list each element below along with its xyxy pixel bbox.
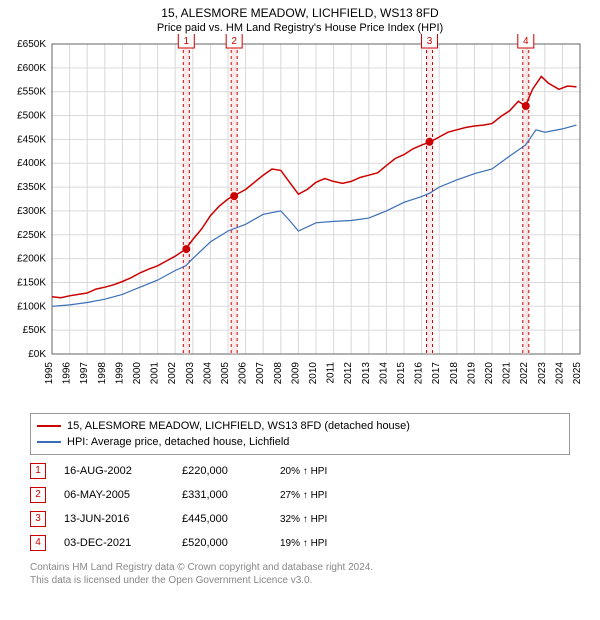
sale-date: 03-DEC-2021 [64, 537, 164, 549]
sale-delta: 19% ↑ HPI [280, 538, 327, 549]
svg-text:2002: 2002 [167, 362, 178, 385]
svg-text:1: 1 [184, 36, 190, 47]
svg-text:£300K: £300K [17, 206, 46, 217]
credit-text: Contains HM Land Registry data © Crown c… [30, 561, 570, 587]
svg-text:£400K: £400K [17, 158, 46, 169]
svg-text:2001: 2001 [150, 362, 161, 385]
sale-date: 13-JUN-2016 [64, 513, 164, 525]
sale-row: 4 03-DEC-2021 £520,000 19% ↑ HPI [30, 531, 570, 555]
sale-delta: 20% ↑ HPI [280, 466, 327, 477]
legend-swatch [37, 425, 61, 427]
svg-text:2023: 2023 [537, 362, 548, 385]
credit-line: This data is licensed under the Open Gov… [30, 574, 570, 587]
sale-delta: 27% ↑ HPI [280, 490, 327, 501]
legend-label: 15, ALESMORE MEADOW, LICHFIELD, WS13 8FD… [67, 418, 410, 434]
legend-item: HPI: Average price, detached house, Lich… [37, 434, 563, 450]
svg-text:2014: 2014 [378, 362, 389, 385]
svg-text:£50K: £50K [23, 325, 47, 336]
svg-text:2005: 2005 [220, 362, 231, 385]
svg-text:£500K: £500K [17, 111, 46, 122]
svg-text:1995: 1995 [44, 362, 55, 385]
svg-text:£0K: £0K [28, 349, 46, 360]
chart-subtitle: Price paid vs. HM Land Registry's House … [0, 20, 600, 34]
svg-text:£450K: £450K [17, 134, 46, 145]
sale-date: 06-MAY-2005 [64, 489, 164, 501]
sale-marker-box: 4 [30, 535, 46, 551]
sale-marker-box: 3 [30, 511, 46, 527]
legend-item: 15, ALESMORE MEADOW, LICHFIELD, WS13 8FD… [37, 418, 563, 434]
svg-text:£150K: £150K [17, 277, 46, 288]
svg-text:£650K: £650K [17, 39, 46, 50]
svg-text:2020: 2020 [484, 362, 495, 385]
svg-text:2016: 2016 [414, 362, 425, 385]
svg-text:£250K: £250K [17, 230, 46, 241]
svg-text:2019: 2019 [466, 362, 477, 385]
sale-delta: 32% ↑ HPI [280, 514, 327, 525]
sale-price: £520,000 [182, 537, 262, 549]
svg-text:£550K: £550K [17, 87, 46, 98]
legend: 15, ALESMORE MEADOW, LICHFIELD, WS13 8FD… [30, 413, 570, 455]
legend-label: HPI: Average price, detached house, Lich… [67, 434, 289, 450]
svg-text:2012: 2012 [343, 362, 354, 385]
sale-row: 2 06-MAY-2005 £331,000 27% ↑ HPI [30, 483, 570, 507]
credit-line: Contains HM Land Registry data © Crown c… [30, 561, 570, 574]
svg-text:2011: 2011 [326, 362, 337, 384]
svg-text:4: 4 [523, 36, 529, 47]
svg-text:1998: 1998 [97, 362, 108, 385]
svg-text:2018: 2018 [449, 362, 460, 385]
svg-text:2025: 2025 [572, 362, 583, 385]
svg-text:2004: 2004 [202, 362, 213, 385]
svg-text:2009: 2009 [290, 362, 301, 385]
svg-text:2024: 2024 [554, 362, 565, 385]
svg-text:2017: 2017 [431, 362, 442, 385]
svg-text:1997: 1997 [79, 362, 90, 385]
svg-text:£350K: £350K [17, 182, 46, 193]
sales-table: 1 16-AUG-2002 £220,000 20% ↑ HPI 2 06-MA… [30, 459, 570, 555]
sale-date: 16-AUG-2002 [64, 465, 164, 477]
sale-marker-box: 2 [30, 487, 46, 503]
svg-text:1999: 1999 [114, 362, 125, 385]
sale-price: £445,000 [182, 513, 262, 525]
svg-text:2013: 2013 [361, 362, 372, 385]
svg-text:2010: 2010 [308, 362, 319, 385]
sale-price: £331,000 [182, 489, 262, 501]
svg-text:2: 2 [231, 36, 237, 47]
svg-text:2008: 2008 [273, 362, 284, 385]
svg-text:£600K: £600K [17, 63, 46, 74]
chart-title: 15, ALESMORE MEADOW, LICHFIELD, WS13 8FD [0, 0, 600, 20]
sale-row: 3 13-JUN-2016 £445,000 32% ↑ HPI [30, 507, 570, 531]
svg-text:£100K: £100K [17, 301, 46, 312]
svg-text:2000: 2000 [132, 362, 143, 385]
sale-price: £220,000 [182, 465, 262, 477]
svg-text:3: 3 [427, 36, 433, 47]
svg-text:£200K: £200K [17, 254, 46, 265]
svg-text:2007: 2007 [255, 362, 266, 385]
price-chart: £0K £50K £100K £150K £200K £250K £300K £350K £40… [0, 34, 600, 404]
svg-text:2021: 2021 [502, 362, 513, 385]
legend-swatch [37, 441, 61, 443]
sale-row: 1 16-AUG-2002 £220,000 20% ↑ HPI [30, 459, 570, 483]
svg-text:2003: 2003 [185, 362, 196, 385]
svg-text:2015: 2015 [396, 362, 407, 385]
svg-text:2006: 2006 [238, 362, 249, 385]
sale-marker-box: 1 [30, 463, 46, 479]
svg-text:1996: 1996 [62, 362, 73, 385]
svg-text:2022: 2022 [519, 362, 530, 385]
